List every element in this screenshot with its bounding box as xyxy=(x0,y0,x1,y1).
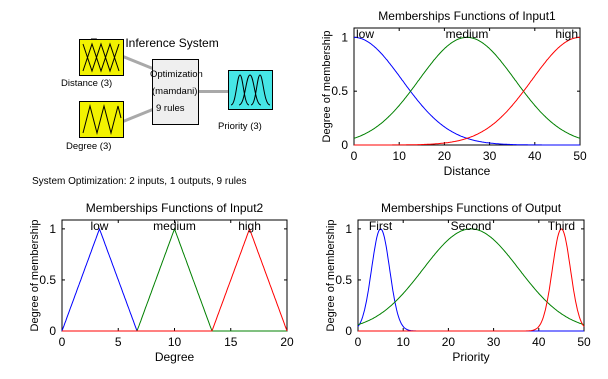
x-tick-label: 40 xyxy=(532,335,546,349)
system-summary: System Optimization: 2 inputs, 1 outputs… xyxy=(32,176,247,187)
x-tick-label: 50 xyxy=(577,335,591,349)
y-tick-label: 0.5 xyxy=(331,84,348,98)
series-label-low: low xyxy=(90,219,108,233)
series-label-medium: medium xyxy=(153,219,196,233)
x-tick-label: 10 xyxy=(168,335,182,349)
axes-frame xyxy=(357,219,585,332)
series-label-high: high xyxy=(238,219,261,233)
x-tick-label: 30 xyxy=(483,149,497,163)
x-tick-label: 20 xyxy=(438,149,452,163)
y-axis-label: Degree of membership xyxy=(321,31,333,143)
connector-input2 xyxy=(122,108,154,123)
y-tick-label: 0 xyxy=(49,324,56,338)
series-line-high xyxy=(62,227,288,332)
connector-output xyxy=(197,90,228,93)
series-line-medium xyxy=(353,36,581,139)
y-tick-label: 0.5 xyxy=(39,273,56,287)
y-tick-label: 1 xyxy=(49,222,56,236)
x-tick-label: 10 xyxy=(397,335,411,349)
rule-label-name: Optimization xyxy=(150,69,203,80)
input2-mf-icon xyxy=(82,104,122,135)
series-label-high: high xyxy=(555,27,578,41)
x-tick-label: 0 xyxy=(59,335,66,349)
y-axis-label: Degree of membership xyxy=(325,220,337,332)
x-tick-label: 10 xyxy=(393,149,407,163)
x-tick-label: 20 xyxy=(442,335,456,349)
x-tick-label: 0 xyxy=(355,335,362,349)
y-tick-label: 1 xyxy=(341,30,348,44)
x-tick-label: 50 xyxy=(573,149,587,163)
chart-title: Memberships Functions of Input1 xyxy=(378,9,556,23)
output-label: Priority (3) xyxy=(218,121,262,132)
rule-block[interactable] xyxy=(152,59,199,125)
x-axis-label: Priority xyxy=(452,350,489,364)
input1-block[interactable] xyxy=(79,39,124,76)
input1-label: Distance (3) xyxy=(61,78,113,89)
connector-input1 xyxy=(122,55,154,70)
chart-title: Memberships Functions of Output xyxy=(381,201,562,215)
x-tick-label: 0 xyxy=(351,149,358,163)
series-line-second xyxy=(357,228,585,326)
y-tick-label: 1 xyxy=(345,222,352,236)
x-tick-label: 40 xyxy=(528,149,542,163)
series-label-first: First xyxy=(369,219,393,233)
x-tick-label: 20 xyxy=(280,335,294,349)
series-label-third: Third xyxy=(548,219,575,233)
axes-frame xyxy=(61,219,288,332)
rule-label-type: (mamdani) xyxy=(152,86,198,97)
series-line-high xyxy=(354,36,580,146)
series-line-third xyxy=(358,228,585,332)
input2-label: Degree (3) xyxy=(66,141,112,152)
y-tick-label: 0 xyxy=(345,324,352,338)
series-label-second: Second xyxy=(451,219,492,233)
y-tick-label: 0.5 xyxy=(335,273,352,287)
x-tick-label: 5 xyxy=(115,335,122,349)
x-axis-label: Degree xyxy=(155,350,195,364)
axes-frame xyxy=(353,27,581,146)
chart-title: Memberships Functions of Input2 xyxy=(86,201,264,215)
output-mf-icon xyxy=(230,74,271,106)
series-label-medium: medium xyxy=(446,27,489,41)
rule-label-count: 9 rules xyxy=(156,103,185,114)
x-tick-label: 15 xyxy=(224,335,238,349)
x-axis-label: Distance xyxy=(444,164,491,178)
output-block[interactable] xyxy=(228,70,273,110)
input2-block[interactable] xyxy=(79,101,124,138)
x-tick-label: 30 xyxy=(487,335,501,349)
y-tick-label: 0 xyxy=(341,138,348,152)
y-axis-label: Degree of membership xyxy=(29,220,41,332)
input1-mf-icon xyxy=(82,42,120,73)
series-label-low: low xyxy=(356,27,374,41)
